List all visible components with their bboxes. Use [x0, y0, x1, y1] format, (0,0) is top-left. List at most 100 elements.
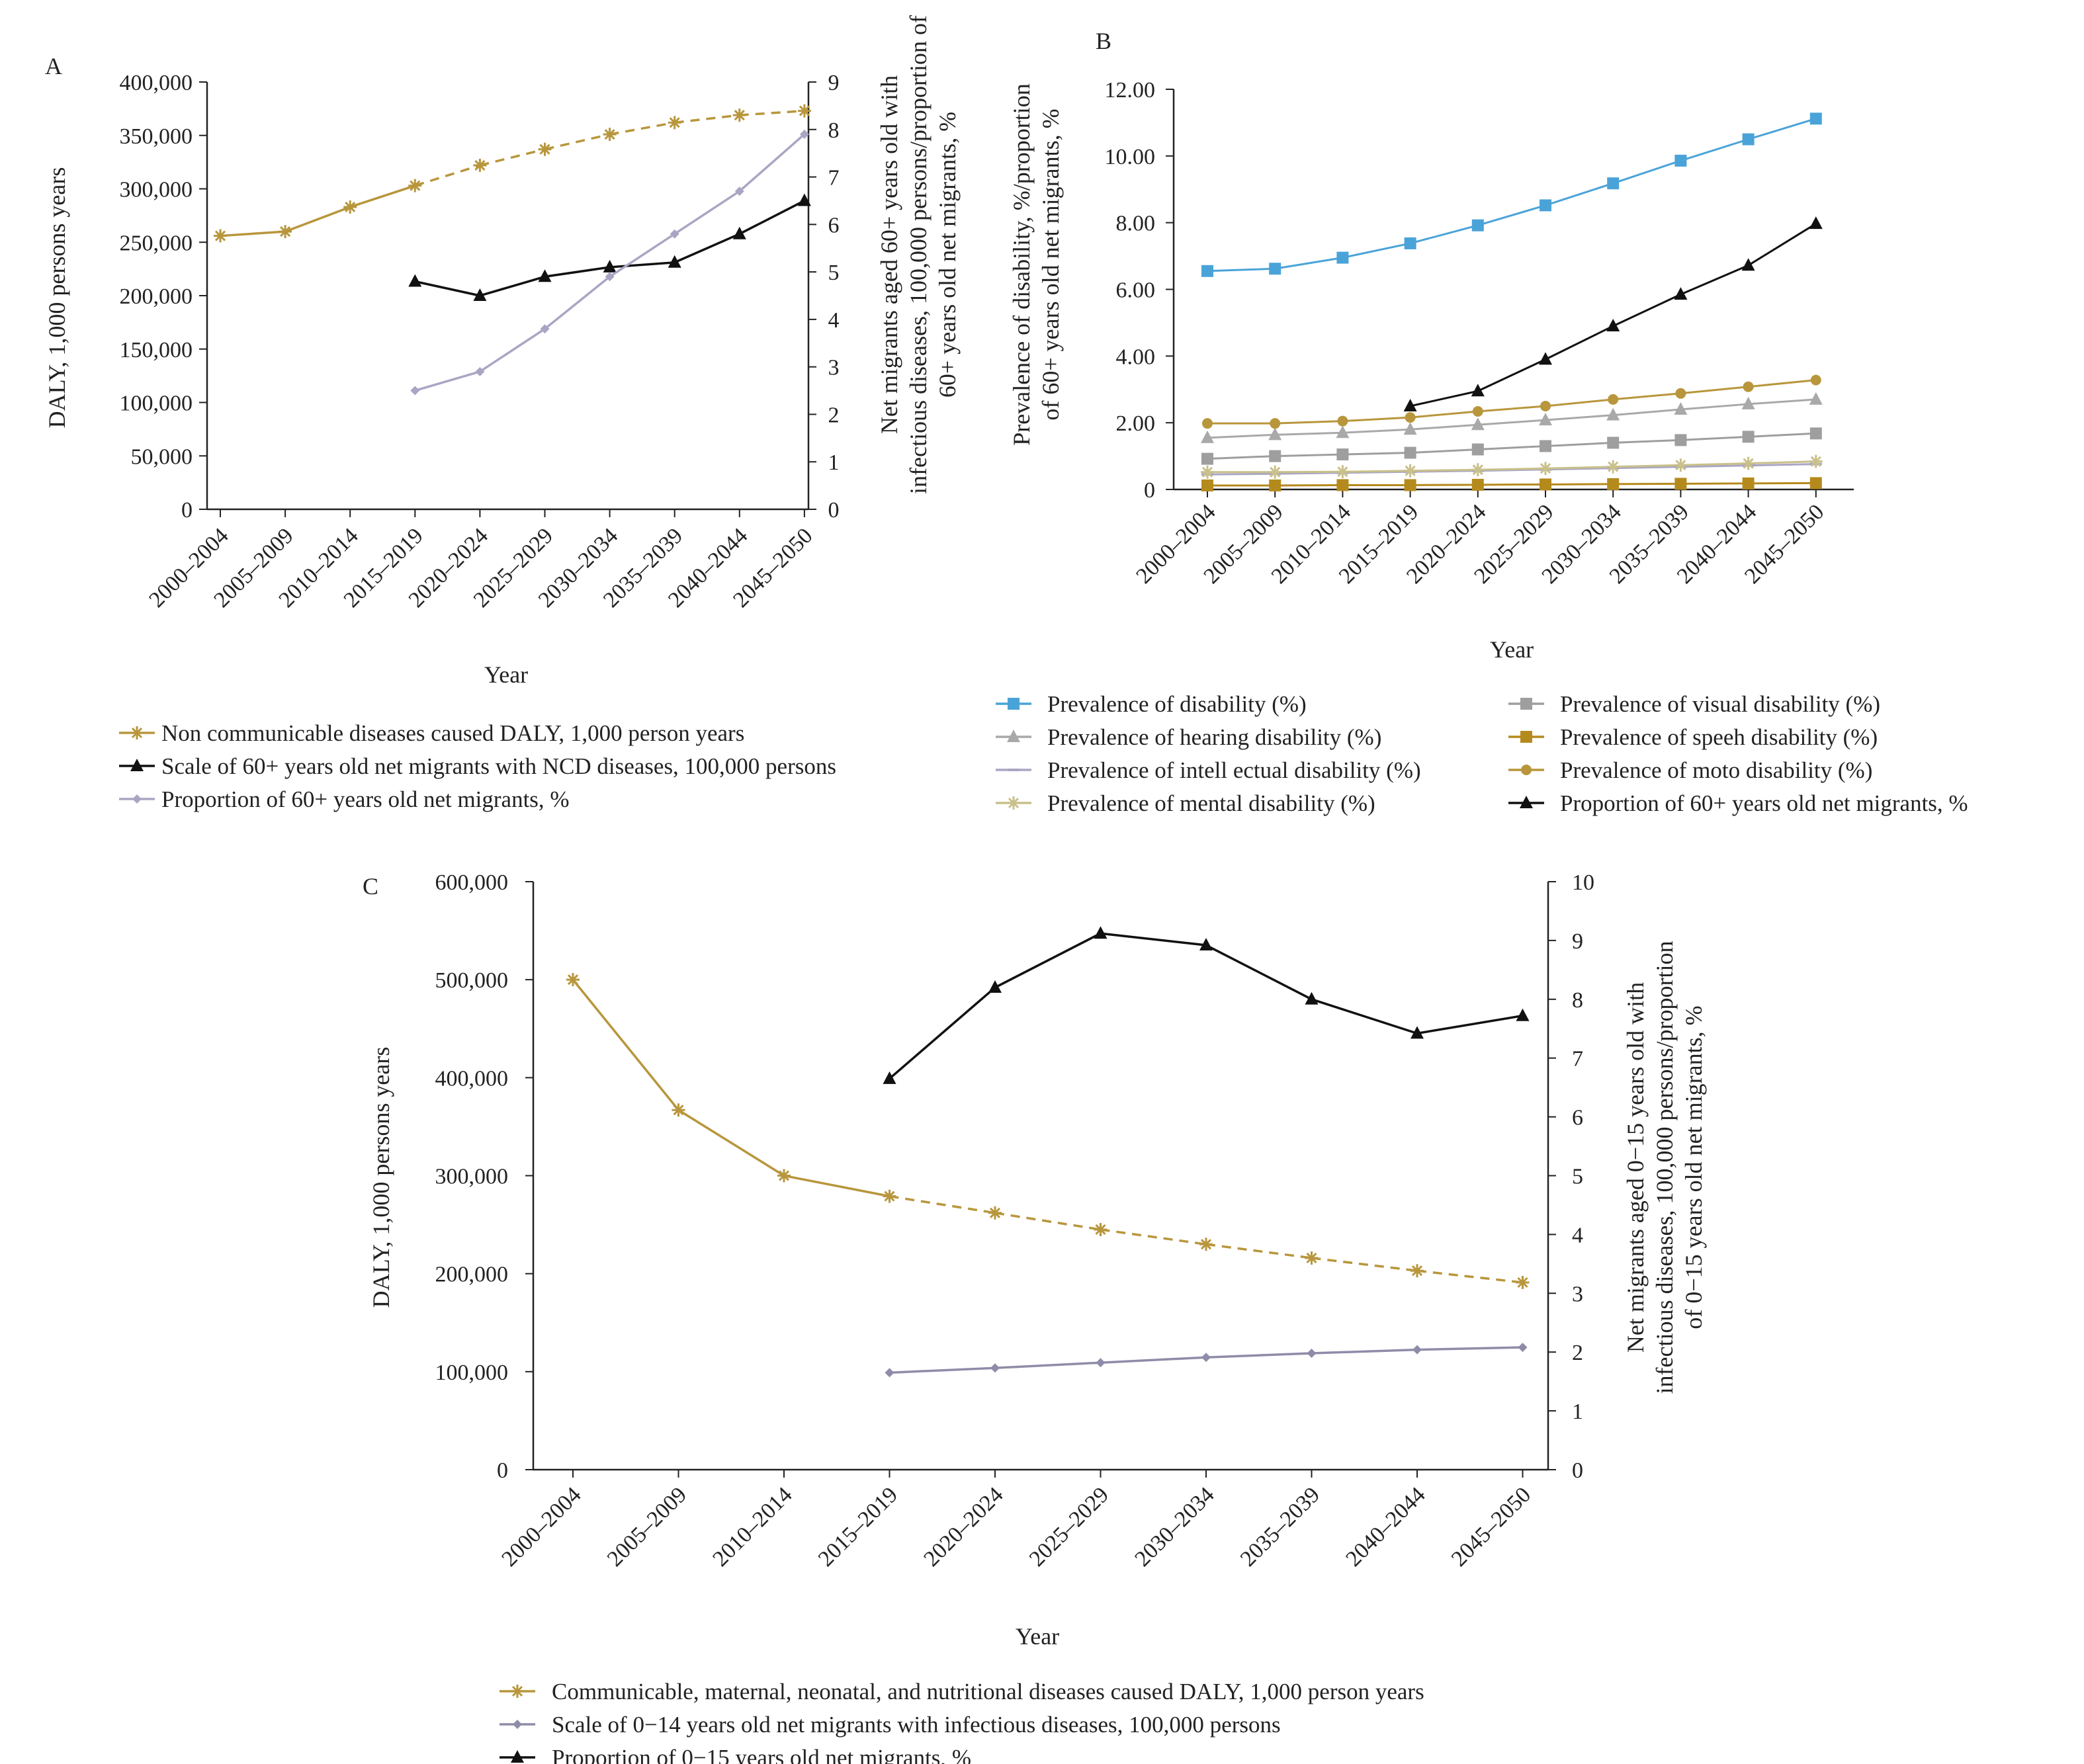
legend-entry: Proportion of 60+ years old net migrants… — [1560, 790, 1968, 816]
series-4-segment — [1545, 441, 1614, 447]
series-3-point — [1539, 462, 1552, 476]
legend-entry: Prevalence of visual disability (%) — [1560, 691, 1880, 717]
series-2-point — [799, 129, 809, 139]
series-1-point — [1606, 407, 1620, 421]
series-0-point — [279, 225, 292, 239]
series-6-point — [1743, 381, 1754, 392]
series-0-segment — [349, 184, 415, 208]
y-right-tick-label: 3 — [1572, 1282, 1583, 1306]
y-right-axis-title: Net migrants aged 60+ years old with — [876, 75, 902, 434]
legend-3-marker — [1007, 796, 1020, 810]
series-1-point — [1741, 396, 1755, 409]
series-0-point — [777, 1169, 791, 1183]
series-0-segment — [674, 114, 740, 124]
series-0-segment — [1311, 1257, 1418, 1272]
series-1-point — [473, 288, 487, 301]
series-2-point — [410, 386, 420, 396]
series-3-point — [1606, 460, 1620, 474]
series-0-segment — [220, 230, 286, 237]
legend-0-marker — [130, 726, 144, 739]
series-1-point — [1674, 402, 1688, 415]
series-5-point — [1336, 479, 1349, 491]
series-2-segment — [479, 327, 546, 373]
series-1-segment — [1100, 1356, 1207, 1364]
legend-4-marker — [1520, 698, 1532, 710]
series-6-segment — [1545, 398, 1614, 407]
series-2-segment — [994, 932, 1102, 989]
series-0-segment — [1680, 138, 1749, 162]
legend-1-marker — [130, 759, 144, 771]
y-right-tick-label: 4 — [828, 308, 840, 333]
series-0-point — [1094, 1222, 1107, 1236]
y-right-tick-label: 0 — [828, 498, 840, 523]
series-4-segment — [1275, 453, 1343, 458]
y-tick-label: 6.00 — [1116, 278, 1156, 303]
series-1-point — [797, 193, 811, 206]
y-right-tick-label: 4 — [1572, 1223, 1583, 1247]
series-0-point — [1199, 1238, 1213, 1251]
series-0-segment — [1410, 224, 1479, 245]
series-2-segment — [1748, 463, 1816, 467]
series-4-segment — [1477, 444, 1546, 450]
series-5-segment — [1545, 483, 1614, 485]
series-0-segment — [544, 133, 610, 151]
series-1-segment — [479, 275, 545, 297]
series-0-point — [343, 200, 357, 214]
series-1-segment — [1477, 419, 1546, 426]
series-6-segment — [1680, 386, 1749, 395]
y-right-tick-label: 9 — [1572, 929, 1583, 954]
series-7-segment — [1545, 325, 1614, 360]
series-1-point — [732, 226, 746, 239]
x-axis-title: Year — [1016, 1623, 1059, 1650]
panel-c: C 0 100,000 200,000 300,000 400,000 500,000 600… — [363, 870, 1707, 1764]
series-2-segment — [738, 133, 806, 192]
series-0-segment — [677, 1109, 785, 1177]
series-2-segment — [1545, 467, 1614, 471]
series-6-segment — [1342, 416, 1411, 423]
series-0-point — [668, 116, 681, 130]
legend-entry: Proportion of 0−15 years old net migrant… — [552, 1745, 971, 1764]
legend-2-marker — [132, 794, 142, 804]
y-tick-label: 100,000 — [435, 1361, 509, 1385]
series-7-point — [1471, 384, 1485, 397]
series-0-point — [1516, 1276, 1530, 1289]
series-0-segment — [479, 148, 545, 167]
series-3-segment — [1342, 470, 1411, 473]
series-2-point — [670, 229, 679, 239]
series-3-point — [1809, 454, 1823, 468]
series-2-segment — [414, 370, 480, 392]
series-6-point — [1472, 406, 1483, 417]
series-6-segment — [1275, 420, 1343, 425]
y-tick-label: 0 — [181, 498, 193, 523]
series-1-segment — [1311, 1348, 1418, 1355]
series-0-point — [1607, 177, 1620, 190]
series-4-point — [1607, 437, 1620, 449]
series-1-point — [668, 255, 681, 268]
series-7-segment — [1612, 293, 1682, 327]
x-tick-label: 2025–2029 — [1025, 1482, 1113, 1571]
x-axis-title: Year — [484, 661, 528, 688]
series-0-point — [672, 1103, 685, 1117]
y-right-tick-label: 3 — [828, 356, 840, 380]
series-1-segment — [889, 1366, 996, 1374]
series-2-point — [1305, 991, 1319, 1005]
series-3-point — [1268, 465, 1282, 479]
legend-0-marker — [511, 1685, 524, 1698]
series-1-point — [1412, 1345, 1422, 1355]
y-axis-title: DALY, 1,000 persons years — [368, 1047, 394, 1308]
series-7-point — [1809, 216, 1823, 230]
y-tick-label: 2.00 — [1116, 411, 1156, 436]
y-right-tick-label: 1 — [828, 450, 840, 475]
series-2-segment — [1275, 472, 1343, 475]
series-2-point — [475, 366, 485, 376]
x-tick-label: 2000–2004 — [497, 1482, 586, 1571]
series-7-segment — [1477, 358, 1546, 392]
series-3-segment — [1748, 460, 1816, 465]
series-4-point — [1336, 448, 1349, 461]
series-6-point — [1675, 388, 1686, 399]
series-5-point — [1471, 478, 1484, 491]
series-5-point — [1674, 478, 1687, 490]
y-right-tick-label: 10 — [1572, 870, 1594, 895]
series-4-point — [1674, 434, 1687, 446]
